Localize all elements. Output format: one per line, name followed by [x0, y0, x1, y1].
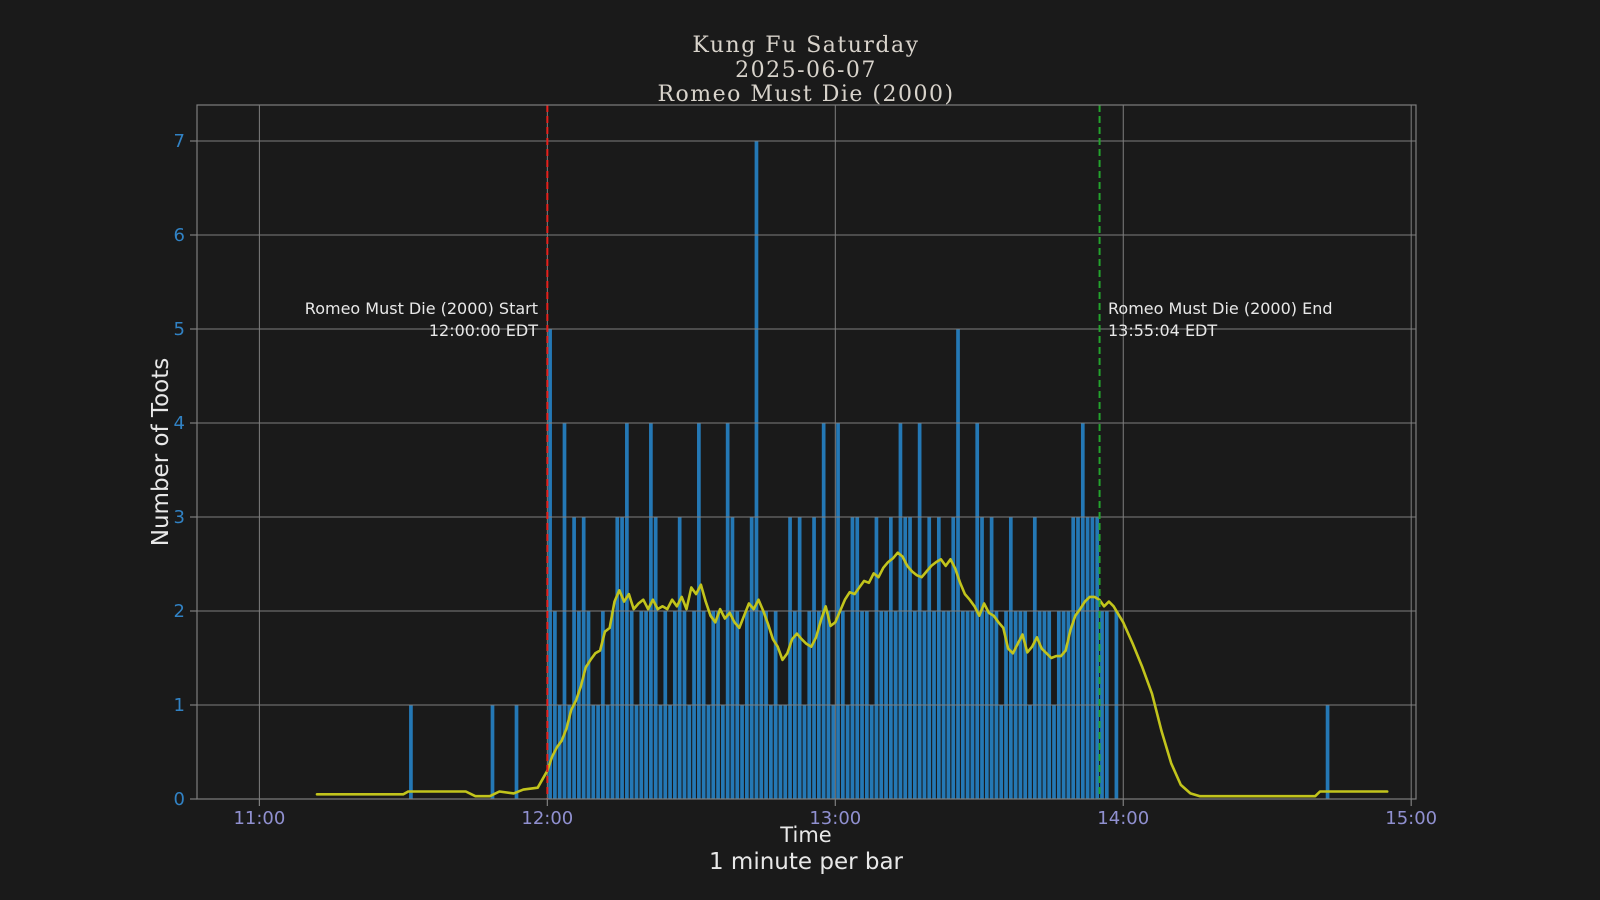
end-annotation-line2: 13:55:04 EDT — [1108, 321, 1217, 340]
bar — [908, 517, 912, 799]
start-annotation-line2: 12:00:00 EDT — [429, 321, 538, 340]
bar — [812, 517, 816, 799]
y-tick-label: 2 — [174, 601, 185, 622]
bar — [1095, 517, 1100, 799]
end-annotation-line1: Romeo Must Die (2000) End — [1108, 299, 1333, 318]
bar — [740, 705, 744, 799]
y-tick-label: 6 — [174, 225, 185, 246]
bar — [581, 517, 586, 799]
bar — [989, 517, 994, 799]
bar — [850, 517, 855, 799]
bar — [888, 517, 893, 799]
bar — [591, 705, 596, 799]
bar — [1008, 517, 1013, 799]
y-tick-label: 5 — [174, 319, 185, 340]
start-annotation-line1: Romeo Must Die (2000) Start — [305, 299, 538, 318]
bar — [567, 705, 572, 799]
bar — [1090, 517, 1095, 799]
bar — [605, 705, 610, 799]
bar — [706, 705, 711, 799]
x-tick-label: 11:00 — [233, 808, 285, 829]
bar — [927, 517, 932, 799]
y-tick-label: 7 — [174, 131, 185, 152]
bar — [778, 705, 783, 799]
bar — [749, 517, 754, 799]
bar — [1085, 517, 1090, 799]
x-axis-sublabel: 1 minute per bar — [709, 849, 904, 875]
bar — [721, 705, 725, 799]
bar — [596, 705, 600, 799]
bar — [1076, 517, 1080, 799]
bar — [514, 705, 519, 799]
bar — [677, 517, 682, 799]
rolling-average-line — [315, 551, 1389, 798]
y-tick-label: 4 — [174, 413, 185, 434]
bar — [658, 705, 663, 799]
bar — [634, 705, 639, 799]
bar — [548, 329, 552, 799]
bar — [653, 517, 658, 799]
bar — [557, 705, 562, 799]
bar — [855, 517, 860, 799]
bar — [903, 517, 908, 799]
bar — [615, 517, 620, 799]
bar — [783, 705, 788, 799]
y-tick-label: 3 — [174, 507, 185, 528]
bar — [980, 517, 984, 799]
chart-title-line2: 2025-06-07 — [735, 58, 877, 83]
bar — [754, 141, 759, 799]
bar — [802, 705, 807, 799]
bar — [490, 705, 495, 799]
bar — [999, 705, 1004, 799]
bar — [788, 517, 792, 799]
bar — [831, 705, 836, 799]
bar — [1028, 705, 1032, 799]
bar — [869, 705, 874, 799]
bar — [1032, 517, 1037, 799]
chart-title-line1: Kung Fu Saturday — [692, 33, 919, 58]
x-axis-label: Time — [779, 823, 831, 847]
x-tick-label: 12:00 — [521, 808, 573, 829]
plot-border — [196, 104, 1417, 800]
x-tick-label: 15:00 — [1385, 808, 1437, 829]
bar — [1325, 705, 1330, 799]
bar — [409, 705, 413, 799]
bar — [769, 705, 773, 799]
bar — [951, 517, 956, 799]
bar — [1071, 517, 1076, 799]
y-tick-label: 1 — [174, 695, 185, 716]
bar — [874, 517, 879, 799]
bar — [956, 329, 960, 799]
y-axis-label: Number of Toots — [148, 358, 174, 546]
bar — [1052, 705, 1056, 799]
bar — [936, 517, 941, 799]
chart-marks: 0 1 2 3 4 5 6 7 11:00 12:00 13:00 14:00 15:00 — [174, 105, 1437, 829]
bar — [687, 705, 692, 799]
bar — [572, 517, 576, 799]
bar — [797, 517, 802, 799]
y-tick-label: 0 — [174, 789, 185, 810]
bar — [620, 517, 624, 799]
bar — [730, 517, 735, 799]
chart-title-line3: Romeo Must Die (2000) — [657, 82, 954, 107]
bar — [668, 705, 672, 799]
x-tick-label: 14:00 — [1097, 808, 1149, 829]
x-tick-label: 13:00 — [809, 808, 861, 829]
bar — [845, 705, 850, 799]
